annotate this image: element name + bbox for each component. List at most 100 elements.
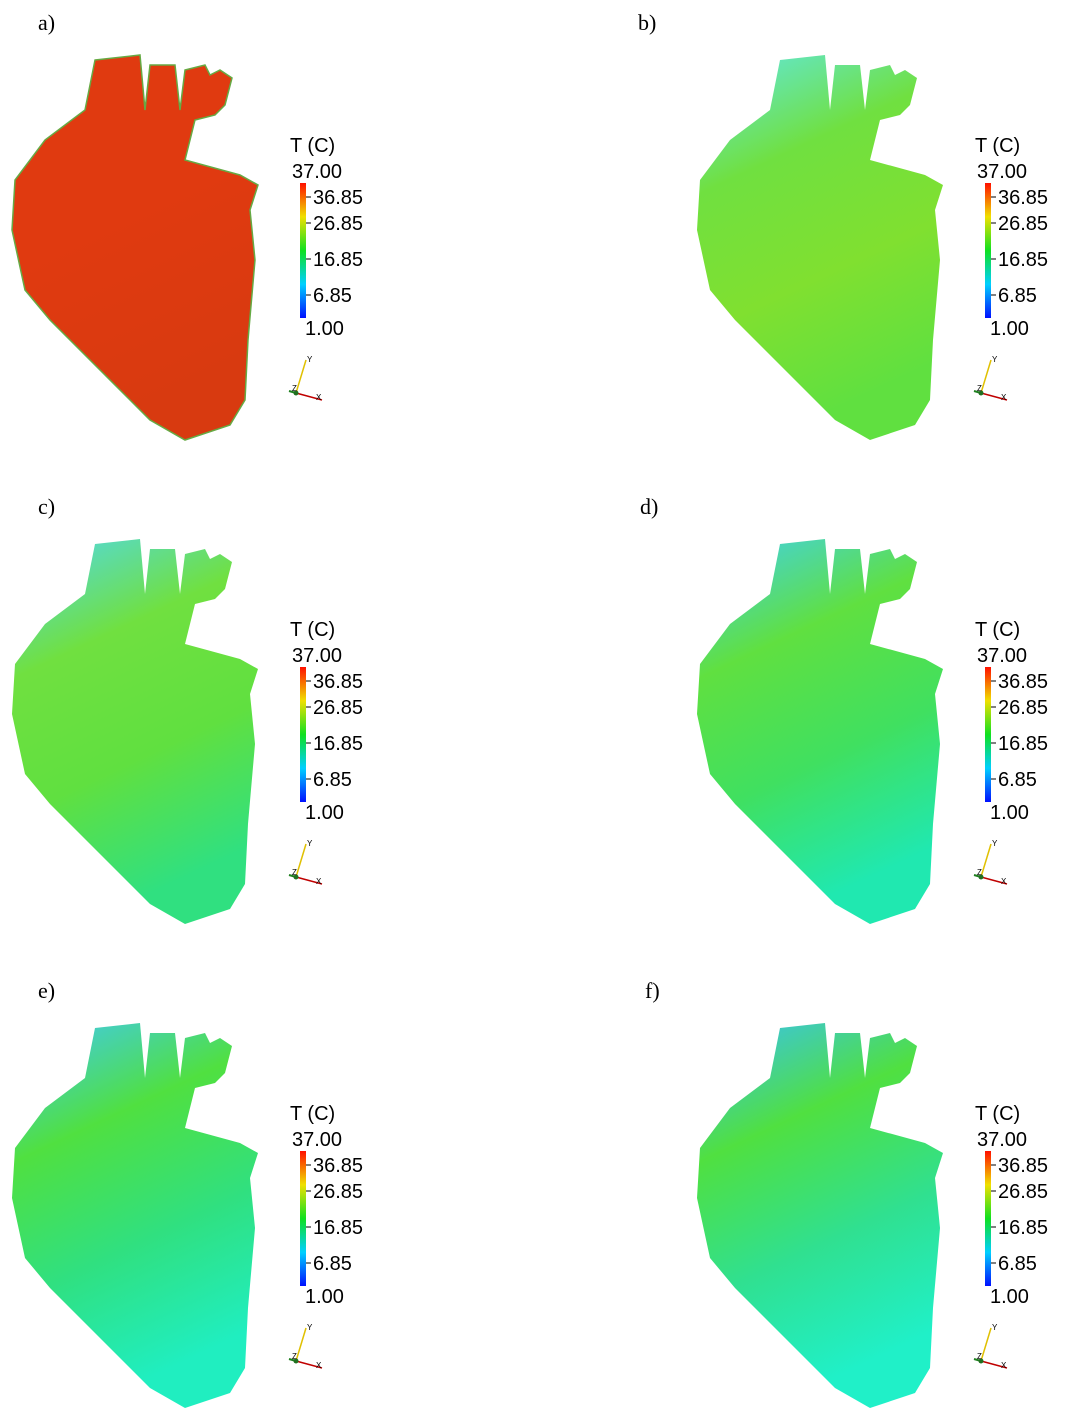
axis-origin: [293, 874, 299, 880]
legend-tick-label: 36.85: [998, 1155, 1048, 1177]
legend-title: T (C): [290, 619, 335, 641]
legend-tick-label: 6.85: [313, 1253, 352, 1275]
panel-label: d): [640, 494, 658, 519]
axis-origin: [978, 874, 984, 880]
legend-tick-label: 6.85: [313, 769, 352, 791]
axis-label-z: Z: [292, 1352, 297, 1361]
legend-min: 1.00: [305, 318, 344, 340]
axis-label-y: Y: [992, 839, 998, 848]
legend-tick-label: 26.85: [313, 697, 363, 719]
legend-tick-label: 36.85: [313, 187, 363, 209]
panel: e) T (C) 37.00 36.85 26.85 16.85 6.85 1.00 Y Z X: [12, 978, 363, 1408]
heart-render: [697, 1023, 943, 1408]
colorbar: [300, 667, 306, 802]
heart-render: [697, 539, 943, 924]
colorbar: [300, 1151, 306, 1286]
axis-y: [295, 359, 307, 394]
axis-label-x: X: [1001, 1361, 1007, 1370]
heart-render: [12, 1023, 258, 1408]
legend-title: T (C): [975, 135, 1020, 157]
legend-tick-label: 6.85: [998, 1253, 1037, 1275]
colorbar: [985, 667, 991, 802]
legend-tick-label: 16.85: [998, 1217, 1048, 1239]
legend-min: 1.00: [990, 318, 1029, 340]
legend-title: T (C): [290, 1103, 335, 1125]
legend-tick-label: 6.85: [998, 285, 1037, 307]
legend-tick-label: 26.85: [313, 213, 363, 235]
legend-tick-label: 36.85: [313, 671, 363, 693]
axis-label-y: Y: [307, 839, 313, 848]
axis-x: [980, 1360, 1008, 1369]
axis-origin: [978, 1358, 984, 1364]
axis-x: [980, 876, 1008, 885]
axis-origin: [978, 390, 984, 396]
axis-label-y: Y: [992, 355, 998, 364]
axis-label-y: Y: [307, 1323, 313, 1332]
legend-tick-label: 26.85: [998, 697, 1048, 719]
panel: c) T (C) 37.00 36.85 26.85 16.85 6.85 1.00 Y Z X: [12, 494, 363, 924]
legend-tick-label: 36.85: [998, 671, 1048, 693]
legend-tick-label: 16.85: [313, 249, 363, 271]
panel-label: c): [38, 494, 55, 519]
heart-render: [697, 55, 943, 440]
axis-label-x: X: [316, 877, 322, 886]
panel-label: a): [38, 10, 55, 35]
legend-max: 37.00: [977, 161, 1027, 183]
axis-label-x: X: [1001, 393, 1007, 402]
colorbar: [985, 1151, 991, 1286]
legend-max: 37.00: [977, 645, 1027, 667]
legend-title: T (C): [975, 619, 1020, 641]
axis-y: [295, 1327, 307, 1362]
axis-y: [980, 843, 992, 878]
heart-render: [11, 54, 259, 441]
axis-x: [295, 392, 323, 401]
legend-tick-label: 26.85: [313, 1181, 363, 1203]
legend-tick-label: 6.85: [998, 769, 1037, 791]
axis-y: [295, 843, 307, 878]
axis-label-z: Z: [292, 868, 297, 877]
axis-x: [295, 1360, 323, 1369]
legend-tick-label: 16.85: [313, 733, 363, 755]
axis-label-x: X: [316, 393, 322, 402]
legend-tick-label: 26.85: [998, 213, 1048, 235]
panel: d) T (C) 37.00 36.85 26.85 16.85 6.85 1.00 Y Z X: [640, 494, 1048, 924]
legend-tick-label: 16.85: [313, 1217, 363, 1239]
axis-label-z: Z: [977, 384, 982, 393]
legend-max: 37.00: [292, 161, 342, 183]
colorbar: [985, 183, 991, 318]
legend-tick-label: 36.85: [313, 1155, 363, 1177]
panel: b) T (C) 37.00 36.85 26.85 16.85 6.85 1.00 Y Z X: [638, 10, 1048, 440]
axis-x: [980, 392, 1008, 401]
legend-title: T (C): [290, 135, 335, 157]
legend-min: 1.00: [305, 1286, 344, 1308]
legend-max: 37.00: [292, 645, 342, 667]
legend-tick-label: 26.85: [998, 1181, 1048, 1203]
axis-label-y: Y: [992, 1323, 998, 1332]
panel: a) T (C) 37.00 36.85 26.85 16.85 6.85 1.00 Y Z X: [11, 10, 363, 441]
panel-label: e): [38, 978, 55, 1003]
legend-tick-label: 6.85: [313, 285, 352, 307]
panel: f) T (C) 37.00 36.85 26.85 16.85 6.85 1.00 Y Z X: [645, 978, 1048, 1408]
axis-origin: [293, 390, 299, 396]
panel-label: b): [638, 10, 656, 35]
axis-y: [980, 1327, 992, 1362]
legend-max: 37.00: [977, 1129, 1027, 1151]
legend-min: 1.00: [990, 802, 1029, 824]
axis-origin: [293, 1358, 299, 1364]
axis-label-x: X: [1001, 877, 1007, 886]
legend-min: 1.00: [305, 802, 344, 824]
axis-label-z: Z: [977, 868, 982, 877]
colorbar: [300, 183, 306, 318]
axis-label-z: Z: [292, 384, 297, 393]
legend-title: T (C): [975, 1103, 1020, 1125]
legend-min: 1.00: [990, 1286, 1029, 1308]
panel-label: f): [645, 978, 660, 1003]
legend-max: 37.00: [292, 1129, 342, 1151]
axis-label-y: Y: [307, 355, 313, 364]
legend-tick-label: 36.85: [998, 187, 1048, 209]
legend-tick-label: 16.85: [998, 249, 1048, 271]
axis-x: [295, 876, 323, 885]
axis-label-z: Z: [977, 1352, 982, 1361]
axis-label-x: X: [316, 1361, 322, 1370]
